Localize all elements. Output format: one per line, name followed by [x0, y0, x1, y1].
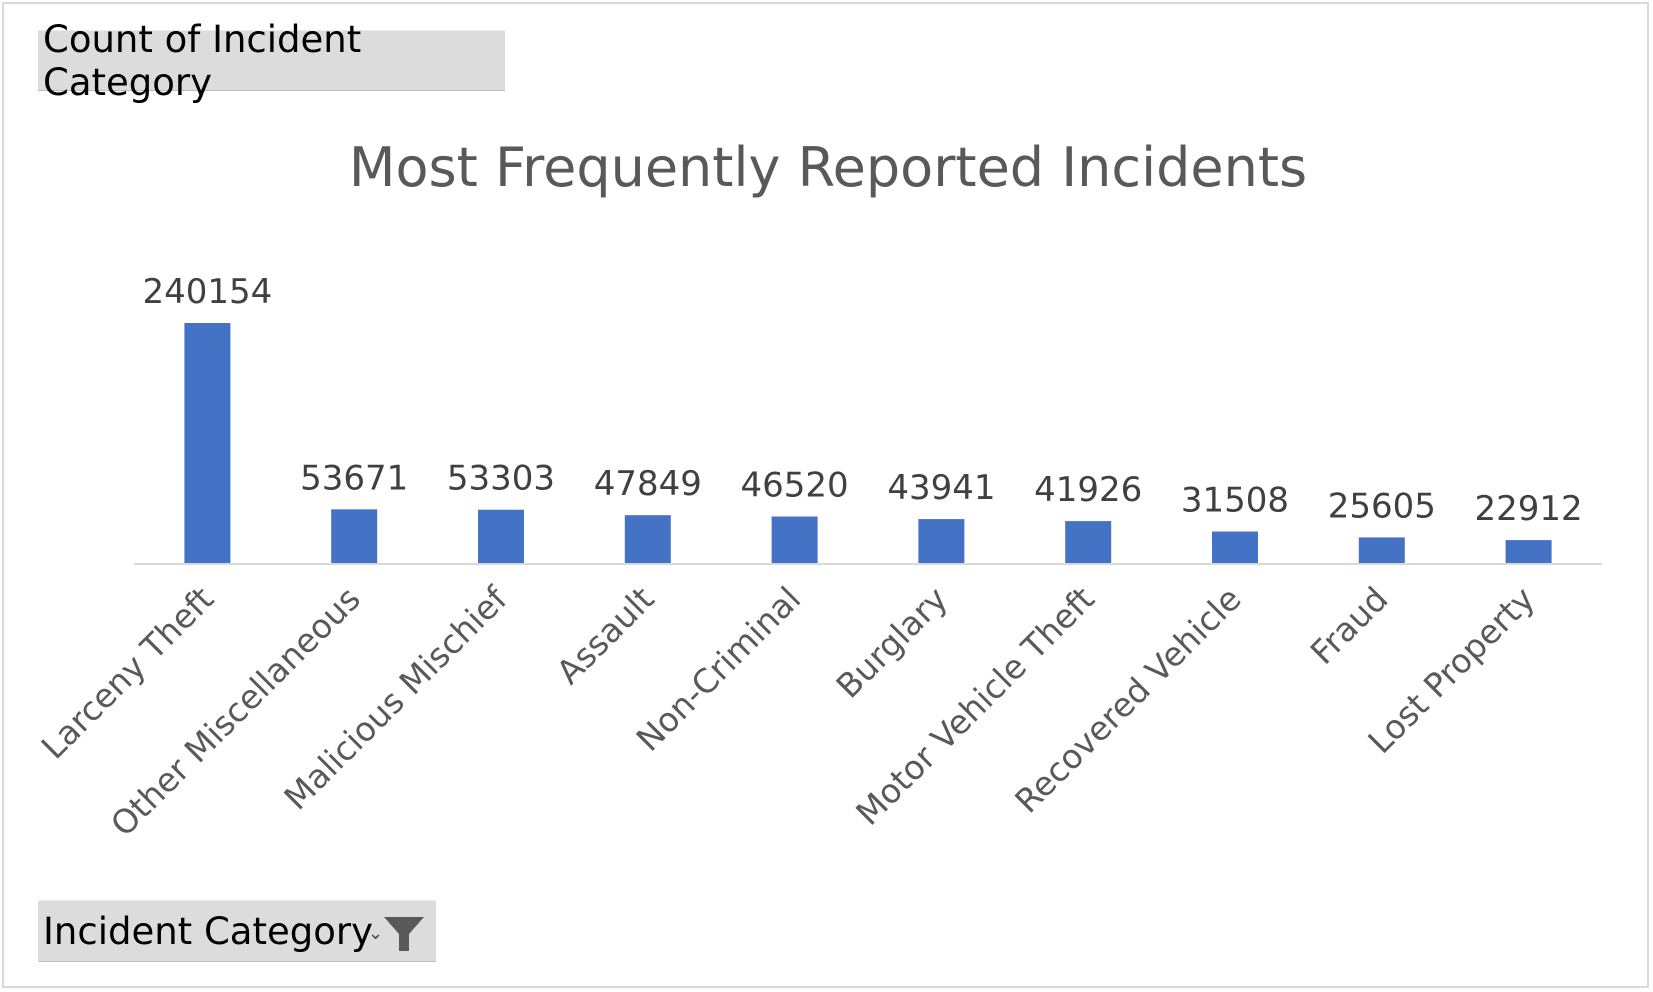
- bar[interactable]: [1212, 531, 1258, 563]
- data-label: 22912: [1475, 489, 1583, 529]
- category-label: Burglary: [828, 579, 955, 706]
- bar[interactable]: [918, 519, 965, 563]
- data-label: 41926: [1034, 470, 1142, 510]
- axis-field-label: Incident Category: [43, 909, 373, 953]
- data-label: 240154: [143, 272, 273, 312]
- data-label: 25605: [1328, 486, 1436, 526]
- filter-icon[interactable]: [381, 914, 427, 954]
- category-label: Motor Vehicle Theft: [848, 579, 1102, 833]
- chart-title: Most Frequently Reported Incidents: [349, 136, 1307, 199]
- bar[interactable]: [624, 515, 671, 563]
- data-label: 31508: [1181, 481, 1289, 521]
- bar[interactable]: [1505, 540, 1552, 563]
- axis-field-button[interactable]: Incident Category ⌄: [38, 900, 436, 962]
- dropdown-arrow-icon[interactable]: ⌄: [368, 923, 384, 944]
- bar[interactable]: [1065, 521, 1112, 563]
- data-label: 43941: [887, 468, 995, 508]
- category-label: Fraud: [1303, 579, 1396, 672]
- bar[interactable]: [1358, 537, 1405, 563]
- category-label: Other Miscellaneous: [103, 579, 368, 844]
- value-field-button[interactable]: Count of Incident Category: [38, 18, 505, 104]
- bar[interactable]: [771, 516, 818, 563]
- bar[interactable]: [331, 509, 378, 563]
- data-label: 46520: [741, 466, 849, 506]
- category-label: Assault: [549, 579, 662, 692]
- data-label: 53303: [447, 459, 555, 499]
- data-label: 47849: [594, 464, 702, 504]
- bar[interactable]: [184, 323, 231, 563]
- bar[interactable]: [478, 509, 524, 563]
- value-field-label: Count of Incident Category: [43, 17, 362, 104]
- data-label: 53671: [300, 458, 408, 498]
